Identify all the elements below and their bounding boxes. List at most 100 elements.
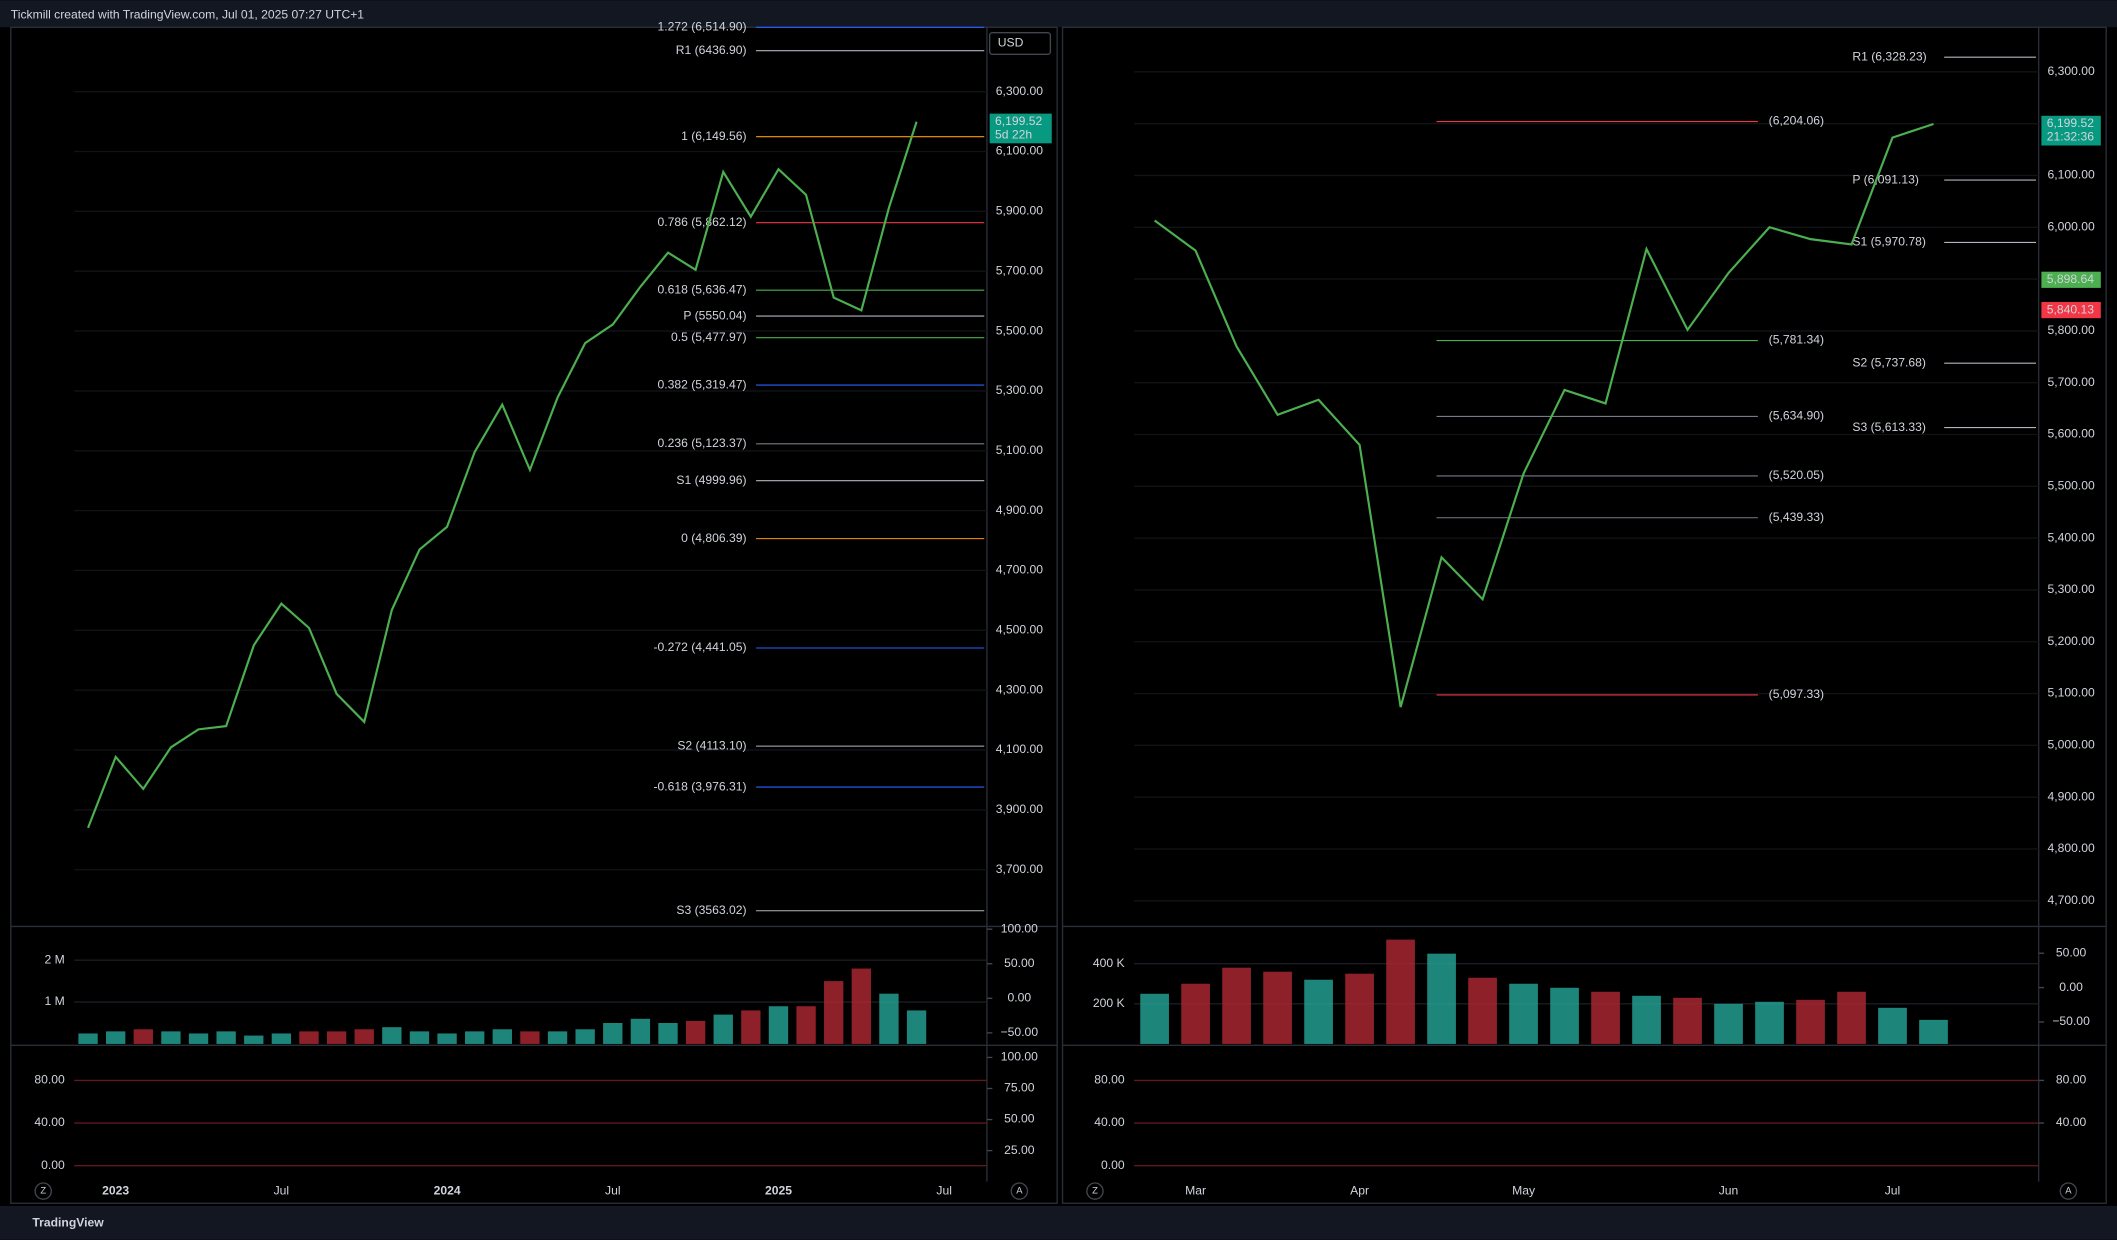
price-tag [989,113,1052,144]
price-tag-label: 6,199.52 [2047,116,2095,130]
header-title: Tickmill created with TradingView.com, J… [11,7,365,21]
axis-button[interactable] [1010,1182,1029,1200]
y-tick-label: 5,600.00 [2047,427,2095,441]
price-tag [2041,301,2101,319]
y-tick-label: 5,100.00 [2047,686,2095,700]
volume-bar [1181,983,1210,1044]
pane-y-tick-label: 80.00 [1094,1073,1125,1087]
level-label: -0.272 (4,441.05) [653,640,746,654]
volume-bar [382,1027,402,1044]
y-tick-label: 5,500.00 [996,323,1044,337]
y-tick-label: 5,300.00 [2047,582,2095,596]
volume-bar [1509,983,1538,1044]
pane-y2-tick-label: 40.00 [2056,1115,2087,1129]
volume-bar [437,1033,457,1044]
footer-brand: TradingView [32,1216,104,1230]
level-label: S3 (3563.02) [676,903,746,917]
volume-bar [299,1031,319,1044]
level-label: (5,781.34) [1769,333,1824,347]
volume-bar [603,1022,623,1044]
footer-bar [0,1205,2117,1240]
pane-y-tick-label: 40.00 [1094,1115,1125,1129]
volume-bar [1755,1001,1784,1044]
y-tick-label: 5,200.00 [2047,634,2095,648]
level-label: 0.382 (5,319.47) [658,377,747,391]
pane-y2-tick-label: −50.00 [2052,1014,2090,1028]
level-label: P (6,091.13) [1852,172,1919,186]
right-panel [1061,26,2107,1204]
pane-y-tick-label: 2 M [45,952,65,966]
level-label: 0.618 (5,636.47) [658,282,747,296]
volume-bar [1591,991,1620,1044]
y-tick-label: 5,700.00 [996,263,1044,277]
volume-bar [630,1018,651,1044]
pane-y-tick-label: 1 M [45,994,65,1008]
volume-bar [713,1014,733,1044]
level-label: S1 (5,970.78) [1852,235,1926,249]
volume-bar [271,1033,292,1044]
level-label: R1 (6436.90) [676,43,747,57]
level-label: R1 (6,328.23) [1852,49,1926,63]
currency-box[interactable] [988,32,1052,55]
x-tick-label: 2023 [102,1183,129,1197]
volume-bar [244,1035,264,1044]
y-tick-label: 5,700.00 [2047,375,2095,389]
axis-button-label[interactable]: Z [40,1186,46,1197]
level-label: 0.236 (5,123.37) [658,436,747,450]
axis-button-label[interactable]: Z [1092,1186,1098,1197]
pane-y2-tick-label: 100.00 [1001,921,1038,935]
volume-bar [161,1031,181,1044]
price-tag-label: 5,840.13 [2047,302,2095,316]
axis-button[interactable] [1086,1182,1104,1200]
y-tick-label: 5,900.00 [996,204,1044,218]
volume-bar [1468,977,1497,1044]
level-label: (5,439.33) [1769,510,1824,524]
volume-bar [1222,967,1251,1044]
y-tick-label: 5,100.00 [996,443,1044,457]
pane-y-tick-label: 80.00 [34,1073,65,1087]
x-tick-label: 2024 [434,1183,461,1197]
price-line [87,121,918,829]
volume-bar [1878,1007,1907,1044]
level-label: (6,204.06) [1769,114,1824,128]
volume-bar [851,968,871,1044]
volume-bar [547,1031,568,1044]
volume-bar [1263,971,1292,1044]
level-label: (5,520.05) [1769,468,1824,482]
price-tag-note: 21:32:36 [2047,130,2095,144]
volume-bar [1345,973,1374,1044]
currency-label[interactable]: USD [998,36,1024,50]
header-bar [0,0,2117,28]
x-tick-label: Jun [1719,1183,1739,1197]
axis-button-label[interactable]: A [1016,1186,1023,1197]
level-label: 1.272 (6,514.90) [658,20,747,34]
pane-y2-tick-label: 100.00 [1001,1050,1038,1064]
volume-bar [1386,939,1415,1044]
y-tick-label: 6,100.00 [996,144,1044,158]
level-label: (5,634.90) [1769,409,1824,423]
volume-bar [1140,993,1169,1044]
y-tick-label: 4,700.00 [2047,893,2095,907]
volume-bar [685,1020,706,1044]
volume-bar [520,1031,540,1044]
volume-bar [824,981,844,1044]
price-line [1153,122,1934,708]
axis-button[interactable] [34,1182,52,1200]
x-tick-label: Mar [1185,1183,1206,1197]
volume-bar [768,1006,789,1044]
volume-bar [354,1029,374,1044]
volume-bar [1550,987,1579,1044]
pane-y2-tick-label: 75.00 [1004,1081,1035,1095]
volume-bar [188,1033,209,1044]
x-tick-label: Jul [936,1183,952,1197]
y-tick-label: 5,500.00 [2047,479,2095,493]
axis-button[interactable] [2059,1182,2078,1200]
y-tick-label: 4,500.00 [996,623,1044,637]
y-tick-label: 5,300.00 [996,383,1044,397]
volume-bar [492,1029,512,1044]
axis-button-label[interactable]: A [2065,1186,2072,1197]
volume-bar [906,1010,927,1044]
volume-bar [465,1031,485,1044]
